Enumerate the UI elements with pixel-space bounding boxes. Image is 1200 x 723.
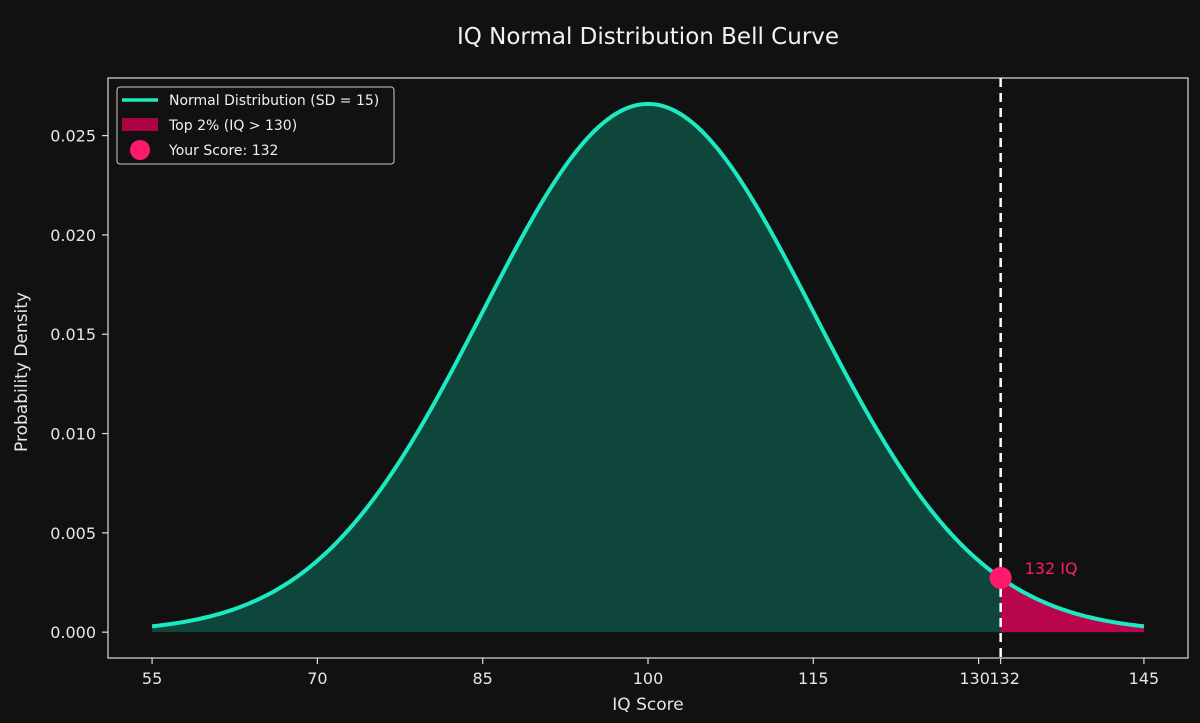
y-tick-label: 0.005 (50, 524, 96, 543)
normal-distribution-line (151, 101, 1145, 629)
y-tick-label: 0.020 (50, 226, 96, 245)
y-tick-label: 0.010 (50, 425, 96, 444)
chart-title: IQ Normal Distribution Bell Curve (457, 24, 839, 50)
x-tick-label: 130 (959, 669, 990, 688)
legend-curve-label: Normal Distribution (SD = 15) (169, 93, 379, 109)
score-annotation: 132 IQ (1025, 559, 1078, 578)
legend-tail-swatch (122, 118, 158, 131)
legend-marker-swatch (130, 140, 150, 160)
x-tick-label: 132 (989, 669, 1020, 688)
y-tick-label: 0.000 (50, 623, 96, 642)
y-tick-label: 0.025 (50, 127, 96, 146)
x-axis-title: IQ Score (612, 695, 683, 715)
x-tick-label: 85 (473, 669, 493, 688)
plot-area: 132 IQ (151, 78, 1145, 658)
y-tick-label: 0.015 (50, 325, 96, 344)
top-2-percent-region (1000, 577, 1144, 633)
legend-marker-label: Your Score: 132 (168, 143, 278, 159)
x-tick-label: 70 (307, 669, 327, 688)
legend-box (116, 86, 395, 165)
curve-fill-area (152, 103, 1144, 633)
score-marker (989, 566, 1012, 589)
axes: 55 70 85 100 115 130 132 145 0.000 0.005 0.010 0.01… (50, 77, 1189, 688)
x-tick-label: 100 (633, 669, 664, 688)
x-tick-label: 145 (1129, 669, 1160, 688)
legend: Normal Distribution (SD = 15) Top 2% (IQ… (116, 86, 395, 165)
x-tick-label: 55 (142, 669, 162, 688)
y-axis-title: Probability Density (12, 292, 32, 452)
legend-tail-label: Top 2% (IQ > 130) (168, 118, 297, 134)
x-tick-label: 115 (798, 669, 829, 688)
